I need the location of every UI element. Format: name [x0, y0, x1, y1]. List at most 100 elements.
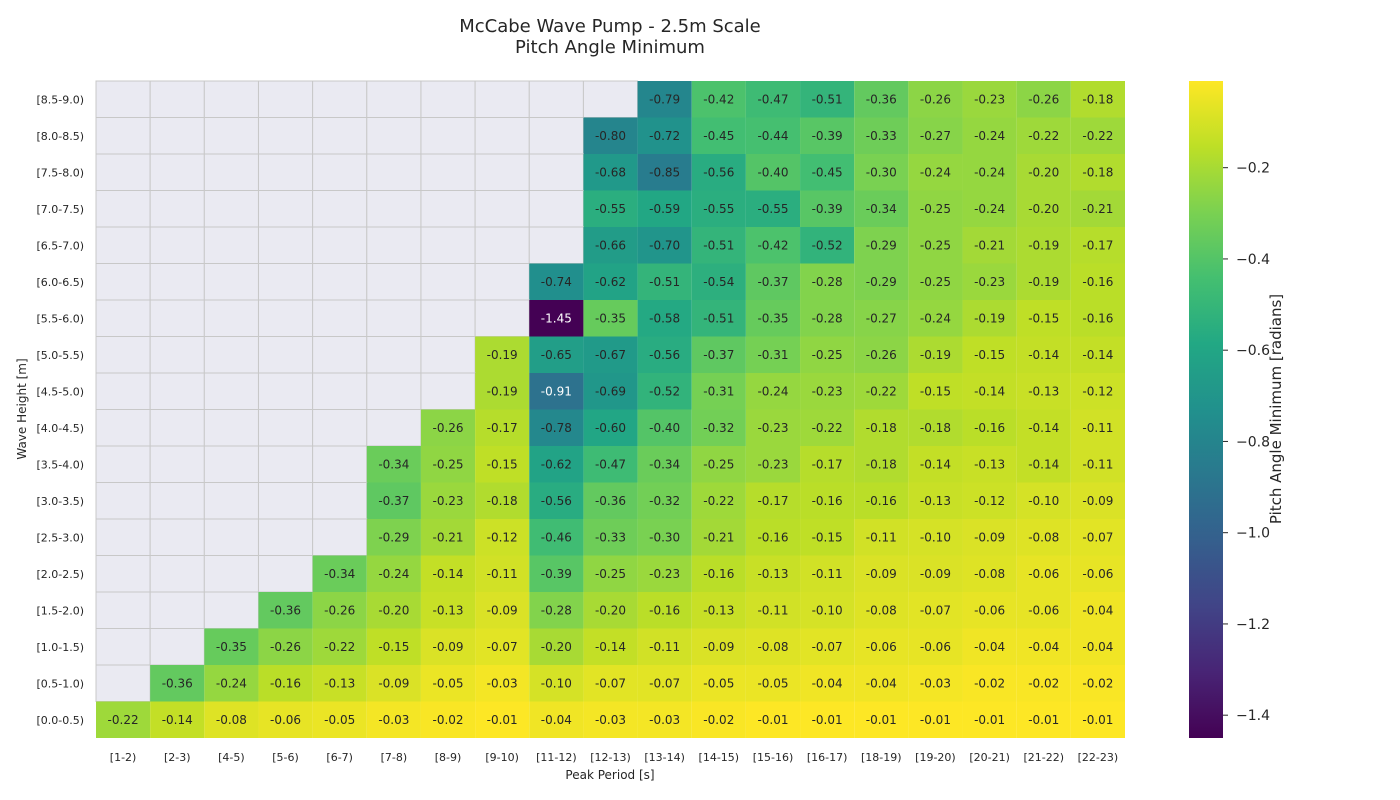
cell-value-label: -0.24 — [920, 311, 951, 325]
colorbar — [1189, 81, 1223, 738]
cell-value-label: -0.51 — [812, 92, 843, 106]
heatmap-cell — [96, 446, 150, 483]
cell-value-label: -0.55 — [757, 202, 788, 216]
cell-value-label: -0.65 — [541, 348, 572, 362]
cell-value-label: -0.02 — [1082, 676, 1113, 690]
cell-value-label: -0.25 — [920, 238, 951, 252]
heatmap-cell — [96, 191, 150, 228]
cell-value-label: -0.25 — [812, 348, 843, 362]
cell-value-label: -0.25 — [920, 202, 951, 216]
heatmap-cell — [367, 118, 421, 155]
cell-value-label: -0.40 — [757, 165, 788, 179]
cell-value-label: -0.16 — [1082, 311, 1113, 325]
x-tick-label: [19-20) — [915, 751, 956, 764]
cell-value-label: -0.04 — [1082, 640, 1113, 654]
heatmap-cell — [150, 227, 204, 264]
cell-value-label: -0.15 — [974, 348, 1005, 362]
x-tick-label: [14-15) — [699, 751, 740, 764]
heatmap-cell — [529, 118, 583, 155]
cell-value-label: -0.11 — [757, 603, 788, 617]
cell-value-label: -0.70 — [649, 238, 680, 252]
colorbar-tick-label: −0.2 — [1236, 161, 1270, 177]
cell-value-label: -0.08 — [216, 713, 247, 727]
heatmap-cell — [475, 300, 529, 337]
colorbar-tick-label: −1.4 — [1236, 708, 1270, 724]
cell-value-label: -0.01 — [920, 713, 951, 727]
cell-value-label: -0.25 — [432, 457, 463, 471]
heatmap-cell — [421, 373, 475, 410]
cell-value-label: -0.35 — [757, 311, 788, 325]
x-tick-label: [11-12) — [536, 751, 577, 764]
heatmap-cell — [150, 592, 204, 629]
heatmap-cell — [529, 227, 583, 264]
heatmap-cell — [150, 264, 204, 301]
heatmap-cell — [258, 264, 312, 301]
cell-value-label: -0.24 — [920, 165, 951, 179]
cell-value-label: -0.55 — [595, 202, 626, 216]
cell-value-label: -0.20 — [1028, 202, 1059, 216]
y-tick-label: [2.0-2.5) — [36, 568, 84, 581]
heatmap-cell — [204, 446, 258, 483]
heatmap-cell — [204, 118, 258, 155]
cell-value-label: -0.03 — [649, 713, 680, 727]
cell-value-label: -0.52 — [649, 384, 680, 398]
heatmap-cell — [367, 191, 421, 228]
heatmap-cell — [421, 154, 475, 191]
cell-value-label: -0.13 — [432, 603, 463, 617]
cell-value-label: -0.67 — [595, 348, 626, 362]
colorbar-label: Pitch Angle Minimum [radians] — [1267, 294, 1285, 524]
cell-value-label: -0.19 — [974, 311, 1005, 325]
cell-value-label: -0.34 — [649, 457, 680, 471]
cell-value-label: -0.52 — [812, 238, 843, 252]
cell-value-label: -0.23 — [974, 275, 1005, 289]
cell-value-label: -0.74 — [541, 275, 572, 289]
x-tick-label: [22-23) — [1078, 751, 1119, 764]
cell-value-label: -0.20 — [1028, 165, 1059, 179]
cell-value-label: -0.09 — [703, 640, 734, 654]
cell-value-label: -0.02 — [1028, 676, 1059, 690]
cell-value-label: -0.11 — [812, 567, 843, 581]
heatmap-cell — [313, 154, 367, 191]
cell-value-label: -0.02 — [703, 713, 734, 727]
cell-value-label: -0.27 — [920, 129, 951, 143]
heatmap-cell — [258, 81, 312, 118]
cell-value-label: -0.04 — [1082, 603, 1113, 617]
cell-value-label: -0.06 — [270, 713, 301, 727]
cell-value-label: -0.12 — [487, 530, 518, 544]
cell-value-label: -0.11 — [649, 640, 680, 654]
heatmap-cell — [96, 665, 150, 702]
cell-value-label: -0.14 — [432, 567, 463, 581]
x-tick-label: [6-7) — [326, 751, 353, 764]
x-tick-label: [9-10) — [485, 751, 519, 764]
heatmap-cell — [529, 191, 583, 228]
cell-value-label: -0.07 — [812, 640, 843, 654]
heatmap-cell — [421, 300, 475, 337]
cell-value-label: -0.05 — [324, 713, 355, 727]
heatmap-cell — [421, 118, 475, 155]
cell-value-label: -0.22 — [1028, 129, 1059, 143]
cell-value-label: -0.10 — [541, 676, 572, 690]
cell-value-label: -0.62 — [595, 275, 626, 289]
heatmap-cells: -0.79 -0.42 -0.47 -0.51 -0.36 -0.26 -0.23 -0.26… — [96, 81, 1125, 738]
heatmap-cell — [204, 227, 258, 264]
heatmap-cell — [313, 519, 367, 556]
cell-value-label: -0.16 — [757, 530, 788, 544]
cell-value-label: -0.16 — [703, 567, 734, 581]
heatmap-cell — [475, 81, 529, 118]
cell-value-label: -0.51 — [703, 238, 734, 252]
heatmap-cell — [96, 264, 150, 301]
cell-value-label: -0.26 — [920, 92, 951, 106]
cell-value-label: -0.34 — [324, 567, 355, 581]
heatmap-cell — [475, 264, 529, 301]
cell-value-label: -0.22 — [812, 421, 843, 435]
cell-value-label: -0.15 — [378, 640, 409, 654]
heatmap-cell — [421, 227, 475, 264]
heatmap-cell — [421, 264, 475, 301]
cell-value-label: -0.21 — [1082, 202, 1113, 216]
cell-value-label: -0.09 — [432, 640, 463, 654]
heatmap-cell — [475, 118, 529, 155]
cell-value-label: -0.10 — [812, 603, 843, 617]
cell-value-label: -0.25 — [595, 567, 626, 581]
x-tick-label: [5-6) — [272, 751, 299, 764]
